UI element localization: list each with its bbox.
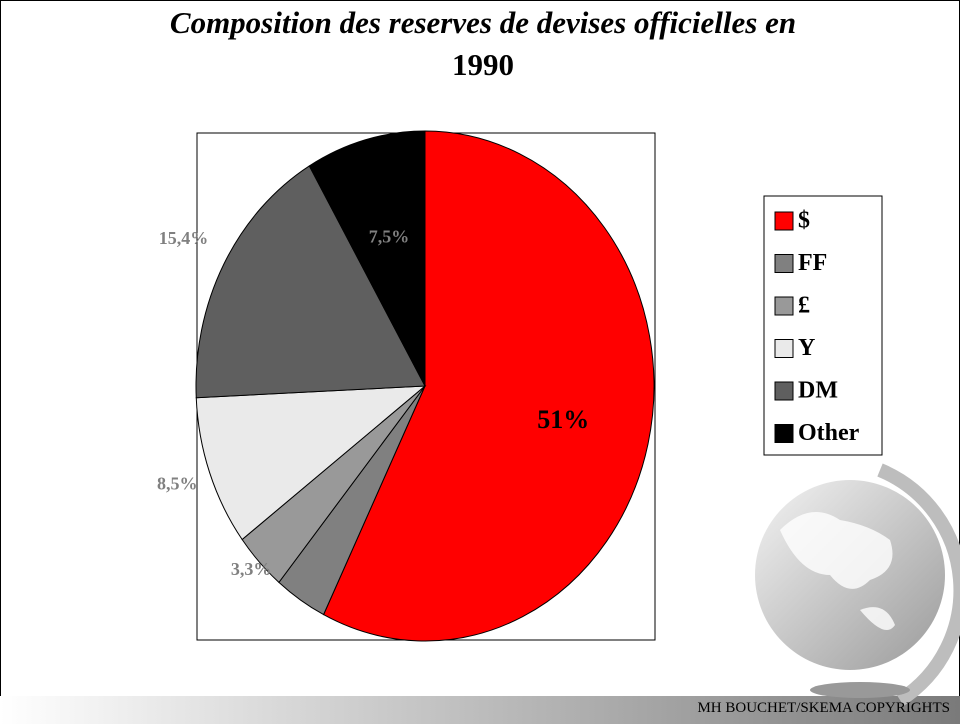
legend-label: Y: [798, 335, 815, 361]
pie-slice: [322, 130, 655, 642]
pie-slice: [308, 130, 426, 387]
data-label: 3,3%: [231, 559, 272, 579]
chart-title: 1990: [452, 47, 514, 82]
legend-swatch: [774, 296, 794, 316]
footer-bar: [0, 696, 960, 724]
data-label: 15,4%: [159, 228, 209, 248]
pie-slice: [195, 385, 427, 541]
footer-text: MH BOUCHET/SKEMA COPYRIGHTS: [697, 700, 950, 716]
legend-label: FF: [798, 250, 827, 276]
legend-swatch: [774, 254, 794, 273]
legend-swatch: [774, 424, 794, 443]
chart-title: Composition des reserves de devises offi…: [170, 5, 796, 40]
pie-slice: [195, 165, 426, 399]
legend-swatch: [774, 381, 794, 401]
legend: [763, 195, 883, 456]
data-label: 51%: [537, 405, 589, 434]
legend-label: DM: [798, 378, 838, 404]
data-label: 8,5%: [157, 474, 198, 494]
legend-label: Other: [798, 420, 860, 446]
data-label: 7,5%: [369, 226, 410, 246]
legend-label: $: [798, 208, 810, 234]
legend-label: £: [798, 293, 810, 319]
legend-swatch: [774, 339, 794, 358]
legend-swatch: [774, 211, 794, 231]
globe-decoration: [755, 463, 960, 706]
